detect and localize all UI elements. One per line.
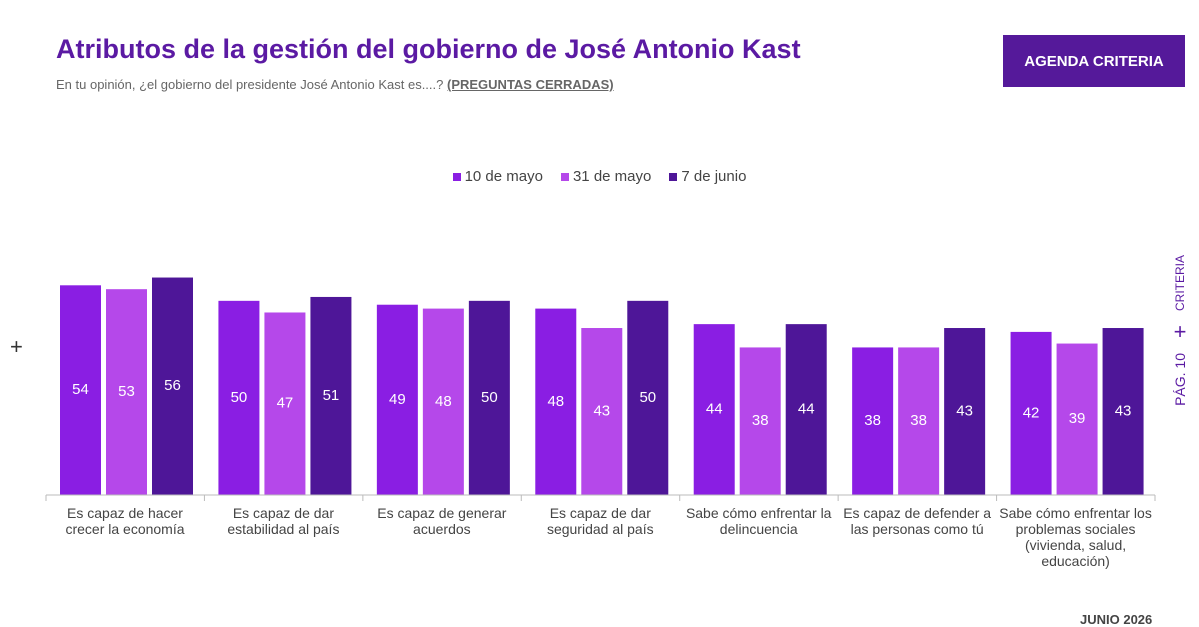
bar (944, 328, 986, 495)
side-bar: CRITERIA + PÁG. 10 (1166, 255, 1194, 430)
bar (106, 289, 147, 495)
value-label: 38 (910, 412, 927, 429)
legend-label: 31 de mayo (572, 168, 652, 185)
bar (310, 296, 352, 495)
x-tick-label: Es capaz de dar seguridad al país (546, 505, 654, 537)
x-tick-label: Es capaz de hacer crecer la economía (65, 505, 185, 537)
bar (218, 300, 260, 495)
legend-item: 10 de mayo (452, 168, 543, 185)
title: Atributos de la gestión del gobierno de … (56, 34, 801, 64)
value-label: 43 (1115, 402, 1132, 419)
bar (693, 324, 735, 495)
legend-item: 7 de junio (669, 168, 746, 185)
bar (468, 300, 510, 495)
value-label: 51 (323, 387, 340, 404)
value-label: 47 (277, 395, 294, 412)
brand-button[interactable]: AGENDA CRITERIA (1003, 35, 1185, 87)
bar (60, 285, 101, 495)
value-label: 44 (798, 401, 815, 418)
value-label: 50 (639, 389, 656, 406)
x-tick-label: Es capaz de defender a las personas como… (843, 505, 992, 537)
value-label: 42 (1023, 404, 1040, 421)
value-label: 56 (164, 377, 181, 394)
bar (627, 300, 669, 495)
bar (535, 308, 577, 495)
value-label: 50 (481, 389, 498, 406)
legend-swatch (452, 172, 461, 181)
value-label: 49 (389, 391, 406, 408)
plus-icon: + (10, 334, 23, 359)
bar (1102, 328, 1144, 495)
legend-swatch (669, 172, 678, 181)
bar (422, 308, 464, 495)
date: JUNIO 2026 (1080, 612, 1153, 627)
legend-swatch (560, 172, 569, 181)
bar (898, 347, 940, 495)
value-label: 43 (593, 402, 610, 419)
plus-icon: + (1173, 319, 1187, 345)
value-label: 50 (231, 389, 248, 406)
value-label: 53 (118, 383, 135, 400)
bar (785, 324, 827, 495)
x-tick-label: Sabe cómo enfrentar la delincuencia (685, 505, 832, 537)
bar (264, 312, 306, 495)
value-label: 48 (547, 393, 564, 410)
x-tick-label: Sabe cómo enfrentar los problemas social… (999, 505, 1152, 569)
x-tick-label: Es capaz de generar acuerdos (377, 505, 507, 537)
value-label: 38 (752, 412, 769, 429)
value-label: 44 (706, 401, 723, 418)
value-label: 39 (1069, 410, 1086, 427)
legend-label: 7 de junio (681, 168, 747, 185)
bar (581, 328, 623, 495)
bar (1056, 343, 1098, 495)
bar (376, 304, 418, 495)
value-label: 38 (864, 412, 881, 429)
legend-item: 31 de mayo (560, 168, 652, 185)
legend-label: 10 de mayo (464, 168, 543, 185)
bar (152, 277, 193, 495)
value-label: 43 (956, 402, 973, 419)
value-label: 54 (72, 381, 89, 398)
subtitle-text: En tu opinión, ¿el gobierno del presiden… (56, 77, 444, 92)
value-label: 48 (435, 393, 452, 410)
bar (1010, 331, 1052, 495)
legend: 10 de mayo 31 de mayo 7 de junio (0, 168, 1199, 185)
bar (739, 347, 781, 495)
subtitle-note: (PREGUNTAS CERRADAS) (447, 77, 614, 92)
subtitle: En tu opinión, ¿el gobierno del presiden… (56, 77, 614, 92)
bar (852, 347, 894, 495)
x-tick-label: Es capaz de dar estabilidad al país (227, 505, 340, 537)
